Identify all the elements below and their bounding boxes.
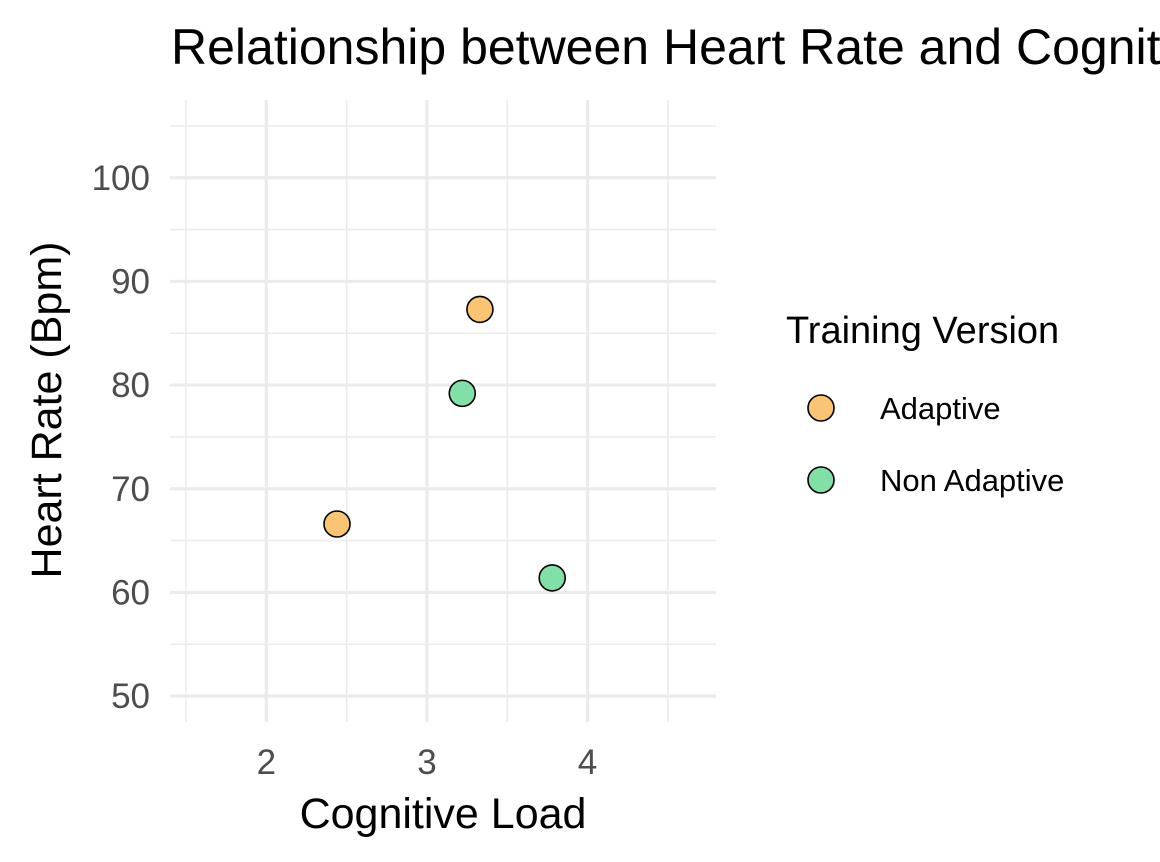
- y-tick-label: 100: [92, 159, 150, 198]
- legend-label: Non Adaptive: [880, 463, 1064, 498]
- y-axis-ticks: 50 60 70 80 90 100: [92, 159, 150, 716]
- legend-key: [807, 466, 835, 494]
- legend-item: Non Adaptive: [807, 463, 1064, 498]
- x-tick-label: 2: [257, 743, 276, 782]
- data-point: [323, 510, 351, 538]
- y-tick-label: 90: [111, 262, 150, 301]
- x-axis-title: Cognitive Load: [300, 790, 587, 838]
- x-axis-ticks: 2 3 4: [257, 743, 598, 782]
- legend-label: Adaptive: [880, 391, 1001, 426]
- data-point: [538, 564, 567, 592]
- y-tick-label: 70: [111, 470, 150, 509]
- y-tick-label: 80: [111, 366, 150, 405]
- data-point: [466, 295, 494, 324]
- y-axis-title: Heart Rate (Bpm): [23, 242, 71, 579]
- y-tick-label: 50: [111, 677, 150, 716]
- y-tick-label: 60: [111, 573, 150, 612]
- legend-key: [807, 394, 835, 422]
- legend-title: Training Version: [786, 310, 1059, 352]
- legend-item: Adaptive: [807, 391, 1001, 426]
- grid-lines: [170, 100, 716, 722]
- data-point: [448, 379, 477, 408]
- plot-panel: [170, 100, 716, 722]
- x-tick-label: 4: [578, 743, 597, 782]
- chart-title: Relationship between Heart Rate and Cogn…: [171, 19, 1160, 75]
- data-points: [323, 295, 567, 592]
- x-tick-label: 3: [417, 743, 436, 782]
- legend: Training Version Adaptive Non Adaptive: [786, 310, 1064, 498]
